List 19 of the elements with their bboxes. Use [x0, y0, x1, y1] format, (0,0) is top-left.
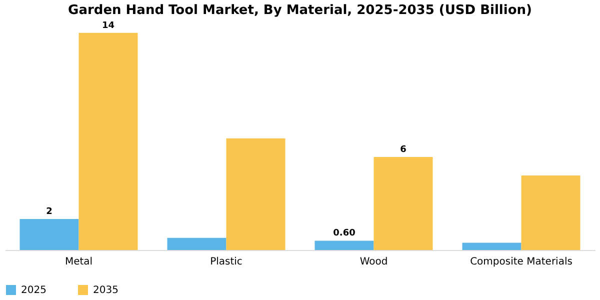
x-tick-label: Metal: [64, 256, 93, 268]
bar: [462, 242, 522, 250]
legend-label: 2025: [21, 285, 46, 296]
data-label: 2: [46, 206, 52, 217]
bar: [167, 238, 226, 250]
data-label: 0.60: [333, 228, 356, 239]
bar: [20, 218, 79, 250]
chart-title: Garden Hand Tool Market, By Material, 2025-2035 (USD Billion): [68, 2, 532, 18]
x-tick-label: Composite Materials: [470, 256, 572, 268]
bar: [521, 176, 580, 250]
x-tick-label: Plastic: [210, 256, 242, 268]
data-label: 6: [400, 144, 406, 155]
bar: [374, 156, 433, 250]
bar: [78, 32, 138, 250]
bar: [314, 240, 374, 250]
bar: [226, 138, 286, 250]
data-label: 14: [102, 20, 115, 31]
legend-label: 2035: [93, 285, 118, 296]
x-tick-label: Wood: [360, 256, 388, 268]
